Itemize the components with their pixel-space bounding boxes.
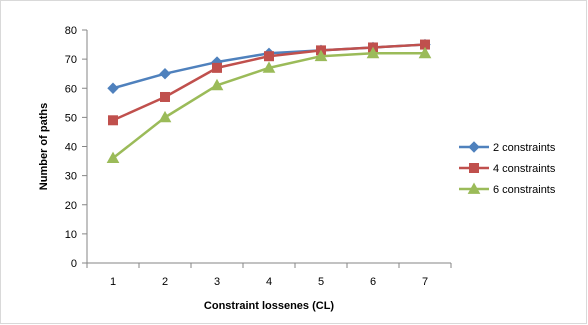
data-point — [107, 82, 119, 94]
data-point — [210, 78, 224, 91]
data-point — [366, 46, 380, 59]
axes — [82, 29, 452, 268]
y-tick-label: 50 — [65, 112, 77, 124]
x-tick-label: 5 — [318, 276, 324, 288]
y-tick-label: 30 — [65, 171, 77, 183]
series-3 — [106, 46, 432, 164]
legend-item: 2 constraints — [459, 141, 556, 154]
x-tick-label: 3 — [214, 276, 220, 288]
y-tick-label: 40 — [65, 142, 77, 154]
x-tick-label: 4 — [266, 276, 272, 288]
legend-marker — [469, 163, 479, 173]
x-tick-label: 6 — [370, 276, 376, 288]
y-tick-label: 10 — [65, 229, 77, 241]
y-tick-label: 80 — [65, 25, 77, 37]
legend-item: 4 constraints — [459, 163, 556, 175]
data-point — [212, 62, 222, 73]
legend-item: 6 constraints — [459, 182, 556, 196]
y-tick-labels: 0 10 20 30 40 50 60 70 80 — [65, 25, 77, 270]
legend-marker — [467, 182, 481, 194]
legend-label: 6 constraints — [493, 184, 556, 196]
data-point — [108, 115, 118, 126]
y-tick-label: 20 — [65, 200, 77, 212]
y-tick-label: 70 — [65, 54, 77, 66]
data-point — [314, 49, 328, 62]
data-point — [160, 91, 170, 102]
data-point — [262, 61, 276, 73]
x-tick-label: 2 — [162, 276, 168, 288]
x-axis-title: Constraint lossenes (CL) — [204, 300, 335, 312]
x-tick-label: 1 — [110, 276, 116, 288]
data-point — [159, 67, 171, 80]
x-tick-label: 7 — [422, 276, 428, 288]
y-tick-label: 0 — [71, 258, 77, 270]
legend-label: 4 constraints — [493, 163, 556, 175]
data-point — [106, 151, 120, 164]
data-point — [264, 51, 274, 62]
legend-marker — [468, 141, 480, 153]
data-point — [418, 46, 432, 59]
legend-label: 2 constraints — [493, 142, 556, 154]
data-point — [158, 110, 172, 123]
x-tick-labels: 1 2 3 4 5 6 7 — [110, 276, 428, 288]
y-axis-title: Number of paths — [38, 103, 50, 190]
y-tick-label: 60 — [65, 83, 77, 95]
series-layer — [106, 38, 432, 164]
legend: 2 constraints 4 constraints 6 constraints — [459, 141, 556, 196]
